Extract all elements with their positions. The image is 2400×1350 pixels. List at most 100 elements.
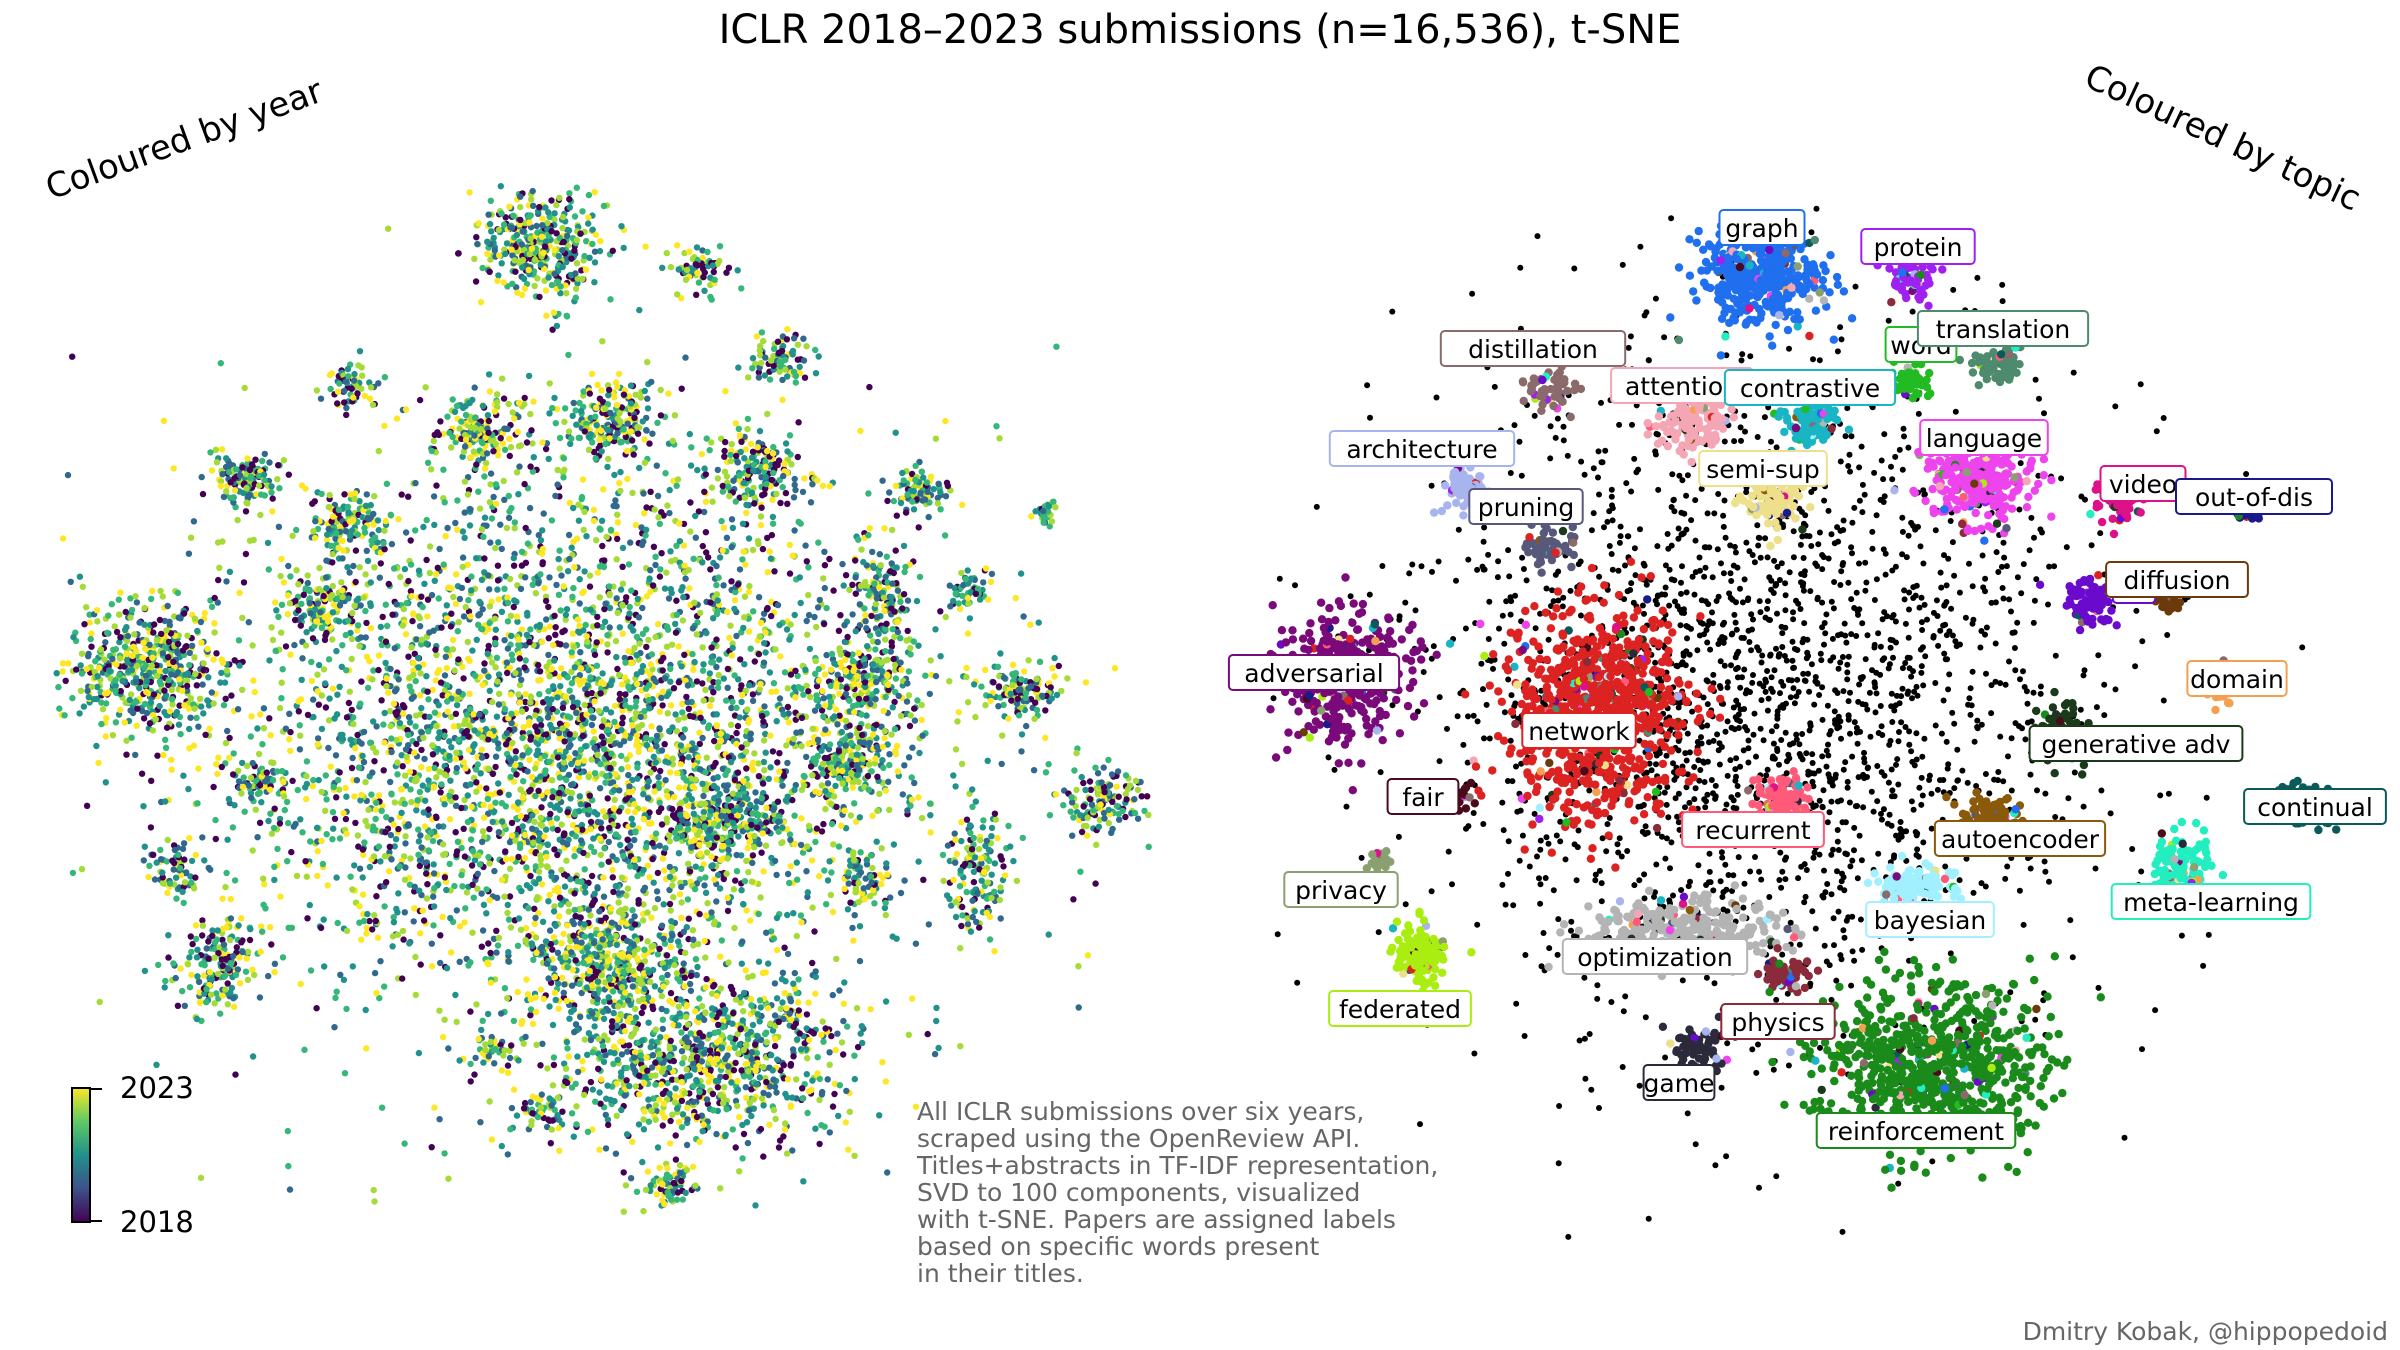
year-point [796, 1030, 803, 1037]
year-point [318, 490, 325, 498]
year-point [683, 266, 691, 274]
year-point [549, 326, 556, 333]
year-point [560, 989, 567, 996]
year-point [151, 621, 158, 628]
year-point [485, 853, 492, 861]
year-point [141, 604, 148, 612]
year-point [874, 773, 881, 780]
year-point [487, 197, 494, 204]
year-point [203, 945, 210, 952]
year-point [864, 772, 872, 780]
year-point [937, 489, 944, 496]
year-point [371, 493, 378, 500]
year-point [1116, 816, 1123, 823]
year-point [555, 1125, 562, 1132]
year-point [538, 881, 546, 888]
year-point [179, 888, 186, 895]
year-point [889, 580, 896, 587]
year-point [834, 721, 841, 728]
year-point [584, 1128, 592, 1136]
year-point [991, 810, 999, 817]
year-point [713, 1055, 721, 1063]
year-point [720, 524, 727, 531]
year-point [681, 1090, 689, 1097]
year-point [777, 363, 784, 370]
year-point [122, 608, 129, 616]
year-point [879, 743, 886, 751]
year-point [156, 678, 164, 685]
year-point [510, 212, 517, 219]
year-point [545, 209, 552, 216]
year-point [714, 260, 721, 268]
year-point [508, 1104, 516, 1112]
year-point [529, 1020, 537, 1027]
year-point [158, 630, 165, 638]
year-point [846, 1108, 853, 1116]
year-point [783, 1005, 790, 1012]
year-point [161, 687, 168, 694]
year-point [242, 968, 250, 975]
year-point [586, 572, 594, 579]
year-point [1018, 748, 1025, 755]
year-point [162, 977, 169, 985]
year-point [691, 1008, 699, 1015]
year-point [543, 312, 550, 319]
year-point [295, 607, 302, 614]
year-point [796, 363, 803, 371]
year-point [772, 1035, 779, 1043]
year-point [544, 220, 551, 227]
year-point [157, 846, 164, 854]
year-point [329, 636, 336, 643]
year-point [545, 232, 552, 239]
year-point [298, 614, 305, 621]
year-point [502, 214, 509, 221]
year-point [540, 995, 547, 1003]
year-point [161, 709, 168, 716]
year-point [771, 1042, 779, 1050]
year-point [539, 222, 546, 229]
year-point [518, 241, 525, 248]
year-point [779, 376, 786, 384]
year-point [166, 707, 174, 715]
year-point [150, 851, 157, 858]
year-point [208, 603, 216, 611]
year-point [206, 968, 214, 976]
year-point [203, 999, 210, 1006]
year-point [756, 347, 764, 354]
year-point [240, 489, 247, 497]
year-point [656, 1164, 663, 1171]
year-point [574, 1053, 581, 1060]
year-point [257, 948, 264, 956]
year-point [573, 184, 580, 191]
year-point [806, 1036, 813, 1044]
year-point [883, 553, 890, 560]
year-point [596, 1089, 603, 1096]
year-point [968, 846, 976, 853]
year-point [988, 871, 995, 878]
year-point [867, 1005, 874, 1013]
year-point [302, 642, 310, 649]
year-point [73, 666, 80, 673]
year-point [682, 1013, 690, 1021]
year-point [542, 287, 550, 294]
year-point [757, 1125, 765, 1133]
year-point [537, 814, 544, 822]
year-point [329, 592, 336, 599]
year-point [211, 954, 218, 961]
year-point [814, 1070, 821, 1077]
year-point [143, 677, 150, 685]
year-point [566, 190, 573, 197]
year-point [69, 694, 76, 702]
year-point [818, 747, 825, 754]
year-point [210, 783, 217, 791]
year-point [534, 275, 541, 282]
year-point [905, 754, 913, 761]
year-point [637, 977, 644, 984]
year-point [249, 847, 256, 854]
year-point [213, 459, 221, 466]
year-point [1124, 785, 1132, 793]
year-point [845, 869, 852, 876]
year-point [332, 752, 340, 759]
year-point [599, 936, 606, 943]
year-point [529, 1110, 536, 1117]
